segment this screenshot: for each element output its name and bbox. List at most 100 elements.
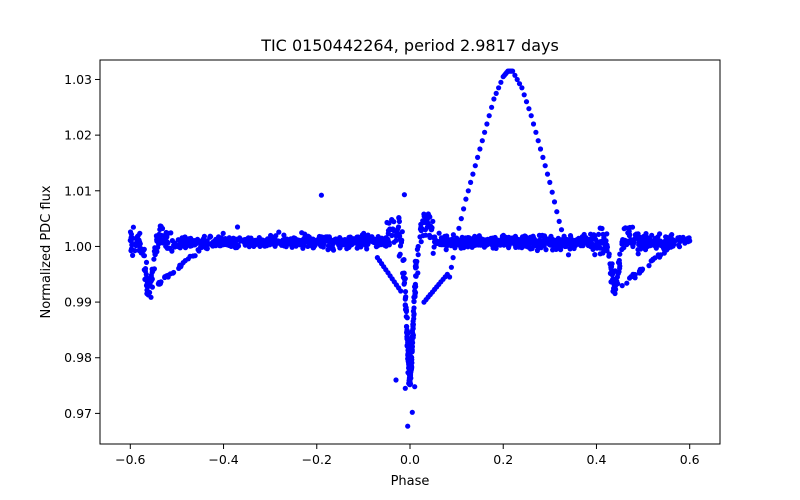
data-point xyxy=(676,242,682,248)
flare-point xyxy=(528,113,534,119)
data-point xyxy=(220,230,226,236)
data-point xyxy=(617,251,623,257)
data-point xyxy=(685,235,691,241)
data-point xyxy=(632,272,638,278)
outlier-point xyxy=(409,409,415,415)
data-point xyxy=(636,242,642,248)
data-point xyxy=(195,247,201,253)
data-point xyxy=(372,237,378,243)
data-point xyxy=(375,234,381,240)
data-point xyxy=(430,250,436,256)
data-point xyxy=(409,339,415,345)
data-point xyxy=(624,280,630,286)
data-point xyxy=(141,252,147,259)
data-point xyxy=(192,238,198,244)
x-tick-label: 0.4 xyxy=(587,452,607,467)
x-tick-label: 0.2 xyxy=(493,452,513,467)
data-point xyxy=(366,236,372,242)
y-tick-label: 1.01 xyxy=(64,183,92,198)
data-point xyxy=(436,230,442,236)
flare-point xyxy=(468,179,474,185)
data-point xyxy=(431,244,437,250)
flare-point xyxy=(477,146,483,152)
data-point xyxy=(354,245,360,251)
data-point xyxy=(450,232,456,238)
data-point xyxy=(177,264,183,270)
data-point xyxy=(165,272,171,278)
y-tick-label: 1.02 xyxy=(64,128,92,143)
data-point xyxy=(184,239,190,245)
data-point xyxy=(402,296,408,302)
flare-point xyxy=(544,171,551,177)
x-axis: −0.6 −0.4 −0.2 0.0 0.2 0.4 0.6 xyxy=(115,444,700,467)
data-point xyxy=(652,235,659,241)
data-point xyxy=(143,259,150,265)
data-point xyxy=(200,243,206,250)
data-point xyxy=(421,211,427,217)
data-point xyxy=(389,232,395,239)
data-point xyxy=(600,250,606,256)
data-point xyxy=(130,252,136,258)
data-point xyxy=(175,237,181,243)
data-point xyxy=(430,218,436,224)
data-point xyxy=(391,239,397,245)
x-tick-label: −0.4 xyxy=(208,452,238,467)
data-point xyxy=(418,228,424,234)
data-point xyxy=(630,237,636,244)
data-point xyxy=(352,236,358,242)
y-axis-label: Normalized PDC flux xyxy=(39,185,54,318)
flare-point xyxy=(465,188,471,194)
flare-point xyxy=(450,255,456,261)
data-point xyxy=(412,258,418,264)
flare-point xyxy=(463,196,469,202)
data-point xyxy=(477,235,483,241)
data-point xyxy=(187,253,193,259)
data-point xyxy=(661,246,667,253)
flare-point xyxy=(512,72,518,78)
data-point xyxy=(168,230,174,236)
data-point xyxy=(536,232,543,238)
data-point xyxy=(557,240,564,246)
data-point xyxy=(630,243,636,250)
flare-point xyxy=(530,121,537,127)
flare-point xyxy=(516,81,523,87)
data-point xyxy=(423,232,429,238)
data-point xyxy=(409,360,415,366)
flare-point xyxy=(535,138,541,144)
data-point xyxy=(145,292,151,298)
data-point xyxy=(128,231,134,237)
data-point xyxy=(635,251,641,257)
y-axis: 0.97 0.98 0.99 1.00 1.01 1.02 1.03 xyxy=(64,72,100,421)
data-point xyxy=(481,240,487,246)
data-point xyxy=(506,242,512,248)
data-point xyxy=(412,284,418,290)
data-point xyxy=(462,235,468,241)
data-point xyxy=(588,239,594,245)
data-point xyxy=(657,252,663,258)
data-point xyxy=(398,288,404,294)
data-point xyxy=(604,231,610,237)
data-point xyxy=(657,231,663,237)
data-point xyxy=(157,281,163,287)
data-point xyxy=(606,253,612,259)
outlier-point xyxy=(405,423,411,429)
data-point xyxy=(528,240,535,246)
data-point xyxy=(406,364,412,370)
y-tick-label: 0.98 xyxy=(64,350,92,365)
flare-point xyxy=(509,68,516,74)
data-point xyxy=(615,271,621,277)
data-point xyxy=(407,378,413,384)
data-point xyxy=(444,271,450,277)
data-point xyxy=(668,242,675,248)
data-point xyxy=(401,270,407,276)
outlier-point xyxy=(401,192,407,198)
data-point xyxy=(326,238,332,244)
data-point xyxy=(144,280,150,286)
data-point xyxy=(403,308,409,315)
data-point xyxy=(386,220,392,226)
flare-point xyxy=(461,206,467,212)
data-point xyxy=(164,239,170,245)
flare-point xyxy=(565,252,572,258)
data-point xyxy=(357,238,363,244)
data-point xyxy=(136,237,142,243)
